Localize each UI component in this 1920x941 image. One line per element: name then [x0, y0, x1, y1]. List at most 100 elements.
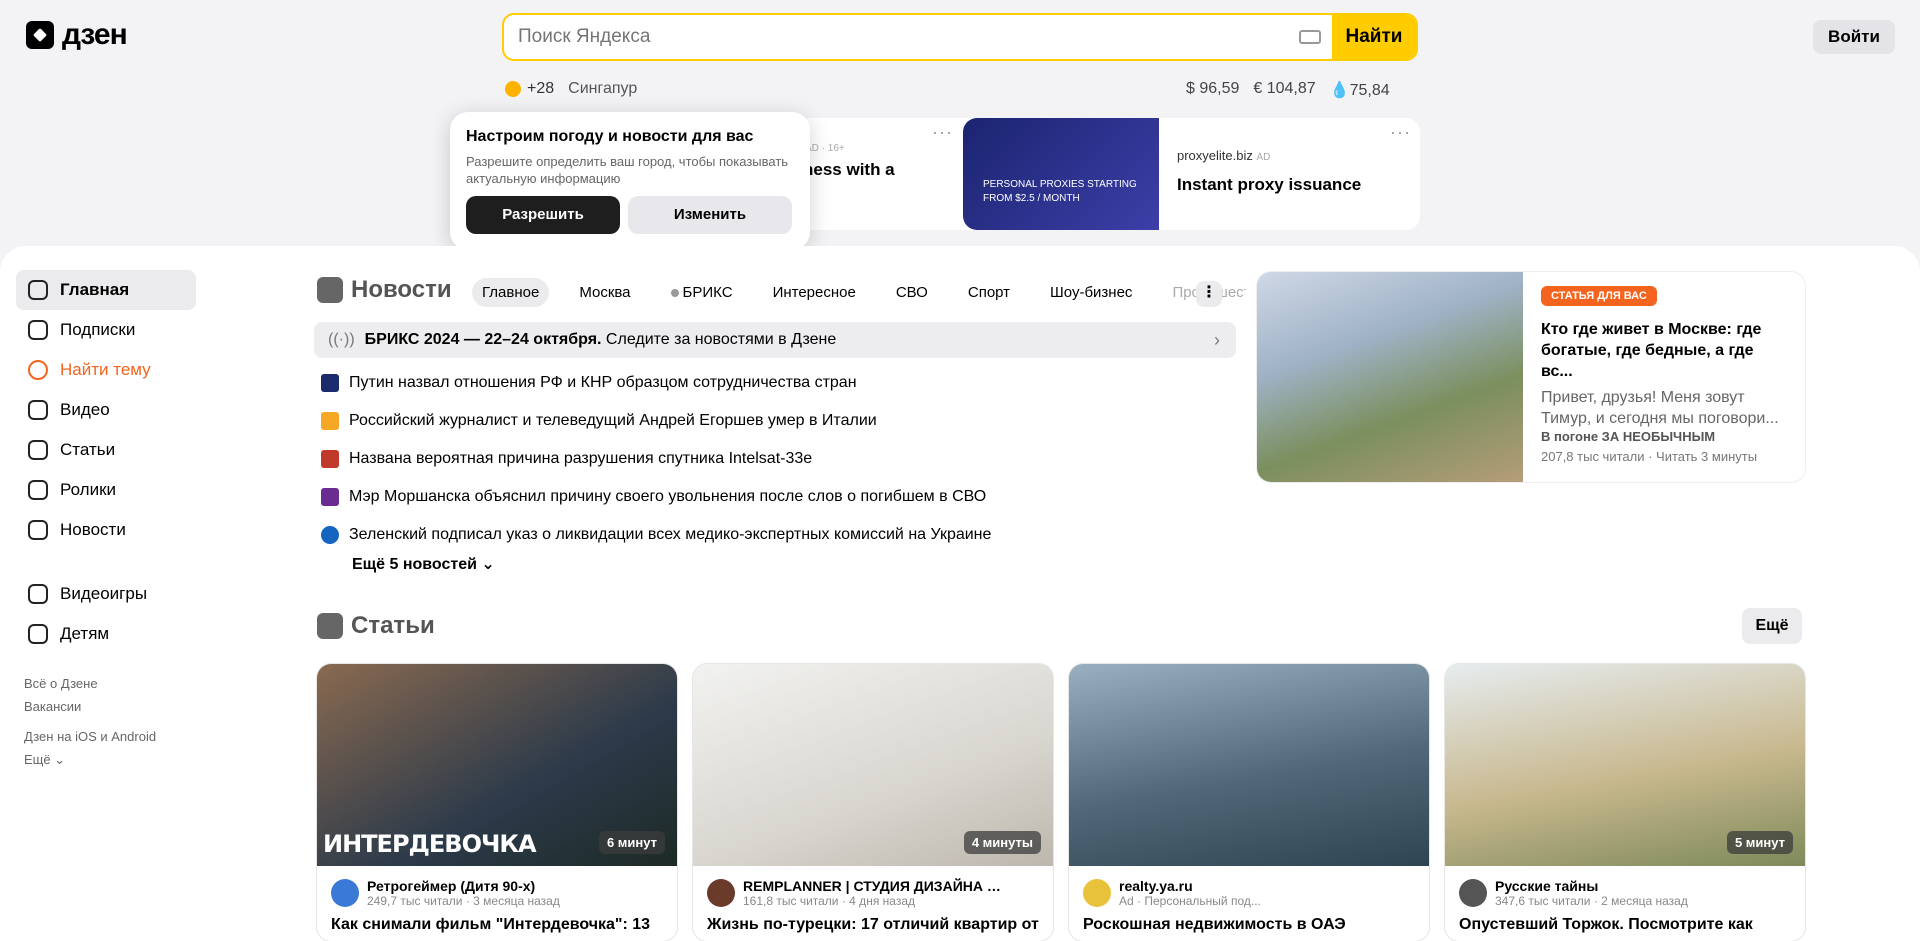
sidebar-item-subscriptions[interactable]: Подписки	[16, 310, 196, 350]
logo-text: дзен	[62, 18, 128, 51]
ad-article-card[interactable]: realty.ya.ru Ad · Персональный под... Рос…	[1069, 664, 1429, 941]
article-image	[1069, 664, 1429, 866]
sidebar-item-news[interactable]: Новости	[16, 510, 196, 550]
source-name[interactable]: Ретрогеймер (Дитя 90-х)	[367, 878, 536, 894]
articles-section-title[interactable]: Статьи	[317, 612, 435, 640]
news-item[interactable]: Мэр Моршанска объяснил причину своего ув…	[321, 478, 991, 516]
sidebar-item-video[interactable]: Видео	[16, 390, 196, 430]
usd-rate-link[interactable]: $ 96,59	[1186, 80, 1240, 97]
sidebar-item-label: Ролики	[60, 480, 117, 499]
read-time-badge: 6 минут	[598, 831, 665, 854]
article-title[interactable]: Жизнь по-турецки: 17 отличий квартир от	[707, 916, 1039, 933]
feature-image	[1257, 272, 1523, 482]
article-title[interactable]: Роскошная недвижимость в ОАЭ	[1083, 916, 1346, 933]
article-title[interactable]: Как снимали фильм "Интердевочка": 13	[331, 916, 651, 933]
source-icon	[321, 412, 339, 430]
oil-rate-link[interactable]: 💧75,84	[1329, 82, 1390, 99]
feature-article-card[interactable]: СТАТЬЯ ДЛЯ ВАС Кто где живет в Москве: г…	[1257, 272, 1805, 482]
article-cards: ИНТЕРДЕВОЧКА 6 минут Ретрогеймер (Дитя 9…	[317, 664, 1805, 941]
source-icon	[321, 374, 339, 392]
news-text: Мэр Моршанска объяснил причину своего ув…	[349, 488, 987, 505]
article-image: 4 минуты	[693, 664, 1053, 866]
video-icon	[28, 400, 48, 420]
sidebar-item-articles[interactable]: Статьи	[16, 430, 196, 470]
tab-interesting[interactable]: Интересное	[772, 284, 856, 301]
sidebar-item-label: Подписки	[60, 320, 136, 339]
feature-meta: В погоне ЗА НЕОБЫЧНЫМ 207,8 тыс читали ·…	[1541, 427, 1757, 466]
dzen-logo[interactable]: дзен	[26, 18, 128, 52]
sidebar-item-kids[interactable]: Детям	[16, 614, 196, 654]
news-section-title[interactable]: Новости	[317, 276, 452, 304]
tab-showbiz[interactable]: Шоу-бизнес	[1050, 284, 1133, 301]
news-text: Названа вероятная причина разрушения спу…	[349, 450, 813, 467]
news-text: Российский журналист и телеведущий Андре…	[349, 412, 877, 429]
more-news-label: Ещё 5 новостей	[352, 556, 477, 573]
eur-rate-link[interactable]: € 104,87	[1253, 80, 1316, 97]
news-title: Новости	[351, 276, 452, 303]
source-name[interactable]: REMPLANNER | СТУДИЯ ДИЗАЙНА | ПЛАН...	[743, 878, 1003, 894]
tab-label: БРИКС	[682, 284, 733, 301]
feature-title: Кто где живет в Москве: где богатые, где…	[1541, 321, 1762, 380]
avatar[interactable]	[1083, 879, 1111, 907]
banner-text: БРИКС 2024 — 22–24 октября. Следите за н…	[364, 331, 837, 348]
source-icon	[321, 450, 339, 468]
more-tabs-button[interactable]: ⋮	[1196, 281, 1222, 307]
login-button[interactable]: Войти	[1813, 20, 1895, 54]
ad-menu-icon[interactable]: ···	[1390, 122, 1411, 142]
tab-brics[interactable]: БРИКС	[661, 278, 743, 307]
sidebar-item-label: Новости	[60, 520, 126, 539]
more-links-button[interactable]: Ещё ⌄	[24, 748, 156, 771]
articles-more-button[interactable]: Ещё	[1742, 608, 1802, 644]
about-link[interactable]: Всё о Дзене	[24, 676, 98, 691]
news-item[interactable]: Российский журналист и телеведущий Андре…	[321, 402, 991, 440]
dzen-logo-icon	[26, 21, 54, 49]
keyboard-button[interactable]	[1288, 15, 1332, 59]
sidebar-item-shorts[interactable]: Ролики	[16, 470, 196, 510]
sidebar-item-find-topic[interactable]: Найти тему	[16, 350, 196, 390]
sidebar-item-label: Найти тему	[60, 360, 151, 379]
news-item[interactable]: Названа вероятная причина разрушения спу…	[321, 440, 991, 478]
sidebar-item-label: Видеоигры	[60, 584, 148, 603]
ad-menu-icon[interactable]: ···	[932, 122, 953, 142]
sidebar-item-label: Видео	[60, 400, 110, 419]
allow-button[interactable]: Разрешить	[466, 195, 620, 234]
sidebar-item-home[interactable]: Главная	[16, 270, 196, 310]
tab-sport[interactable]: Спорт	[967, 284, 1011, 301]
avatar[interactable]	[331, 879, 359, 907]
compass-icon	[28, 360, 48, 380]
weather-link[interactable]: +28	[505, 80, 554, 98]
feature-source: В погоне ЗА НЕОБЫЧНЫМ	[1541, 429, 1716, 444]
tab-main[interactable]: Главное	[472, 278, 550, 307]
avatar[interactable]	[707, 879, 735, 907]
news-item[interactable]: Зеленский подписал указ о ликвидации все…	[321, 516, 991, 554]
article-card[interactable]: ИНТЕРДЕВОЧКА 6 минут Ретрогеймер (Дитя 9…	[317, 664, 677, 941]
bear-icon	[28, 624, 48, 644]
sidebar-footer-links: Всё о Дзене Вакансии Дзен на iOS и Andro…	[24, 672, 156, 772]
city-button[interactable]: Сингапур	[568, 80, 638, 97]
tab-moscow[interactable]: Москва	[579, 284, 631, 301]
tab-svo[interactable]: СВО	[895, 284, 928, 301]
source-name[interactable]: Русские тайны	[1495, 878, 1599, 894]
news-list: Путин назвал отношения РФ и КНР образцом…	[321, 364, 991, 554]
more-news-button[interactable]: Ещё 5 новостей ⌄	[352, 554, 495, 574]
vacancies-link[interactable]: Вакансии	[24, 699, 82, 715]
search-input[interactable]	[504, 15, 1288, 59]
read-time-badge: 5 минут	[1726, 831, 1793, 854]
ad-card-2[interactable]: PERSONAL PROXIES STARTING FROM $2.5 / MO…	[963, 118, 1420, 230]
source-name[interactable]: realty.ya.ru	[1119, 878, 1193, 894]
ad-title: Instant proxy issuance	[1177, 175, 1362, 194]
article-card[interactable]: 4 минуты REMPLANNER | СТУДИЯ ДИЗАЙНА | П…	[693, 664, 1053, 941]
source-icon	[321, 526, 339, 544]
source-icon	[321, 488, 339, 506]
article-title[interactable]: Опустевший Торжок. Посмотрите как	[1459, 916, 1753, 933]
sidebar-item-videogames[interactable]: Видеоигры	[16, 574, 196, 614]
brics-banner[interactable]: ((·)) БРИКС 2024 — 22–24 октября. Следит…	[314, 322, 1236, 358]
article-card[interactable]: 5 минут Русские тайны 347,6 тыс читали · …	[1445, 664, 1805, 941]
avatar[interactable]	[1459, 879, 1487, 907]
book-icon	[28, 440, 48, 460]
currency-rates: $ 96,59 € 104,87 💧75,84	[1186, 80, 1390, 100]
change-button[interactable]: Изменить	[628, 195, 792, 234]
gamepad-icon	[28, 584, 48, 604]
search-button[interactable]: Найти	[1332, 15, 1416, 59]
news-item[interactable]: Путин назвал отношения РФ и КНР образцом…	[321, 364, 991, 402]
